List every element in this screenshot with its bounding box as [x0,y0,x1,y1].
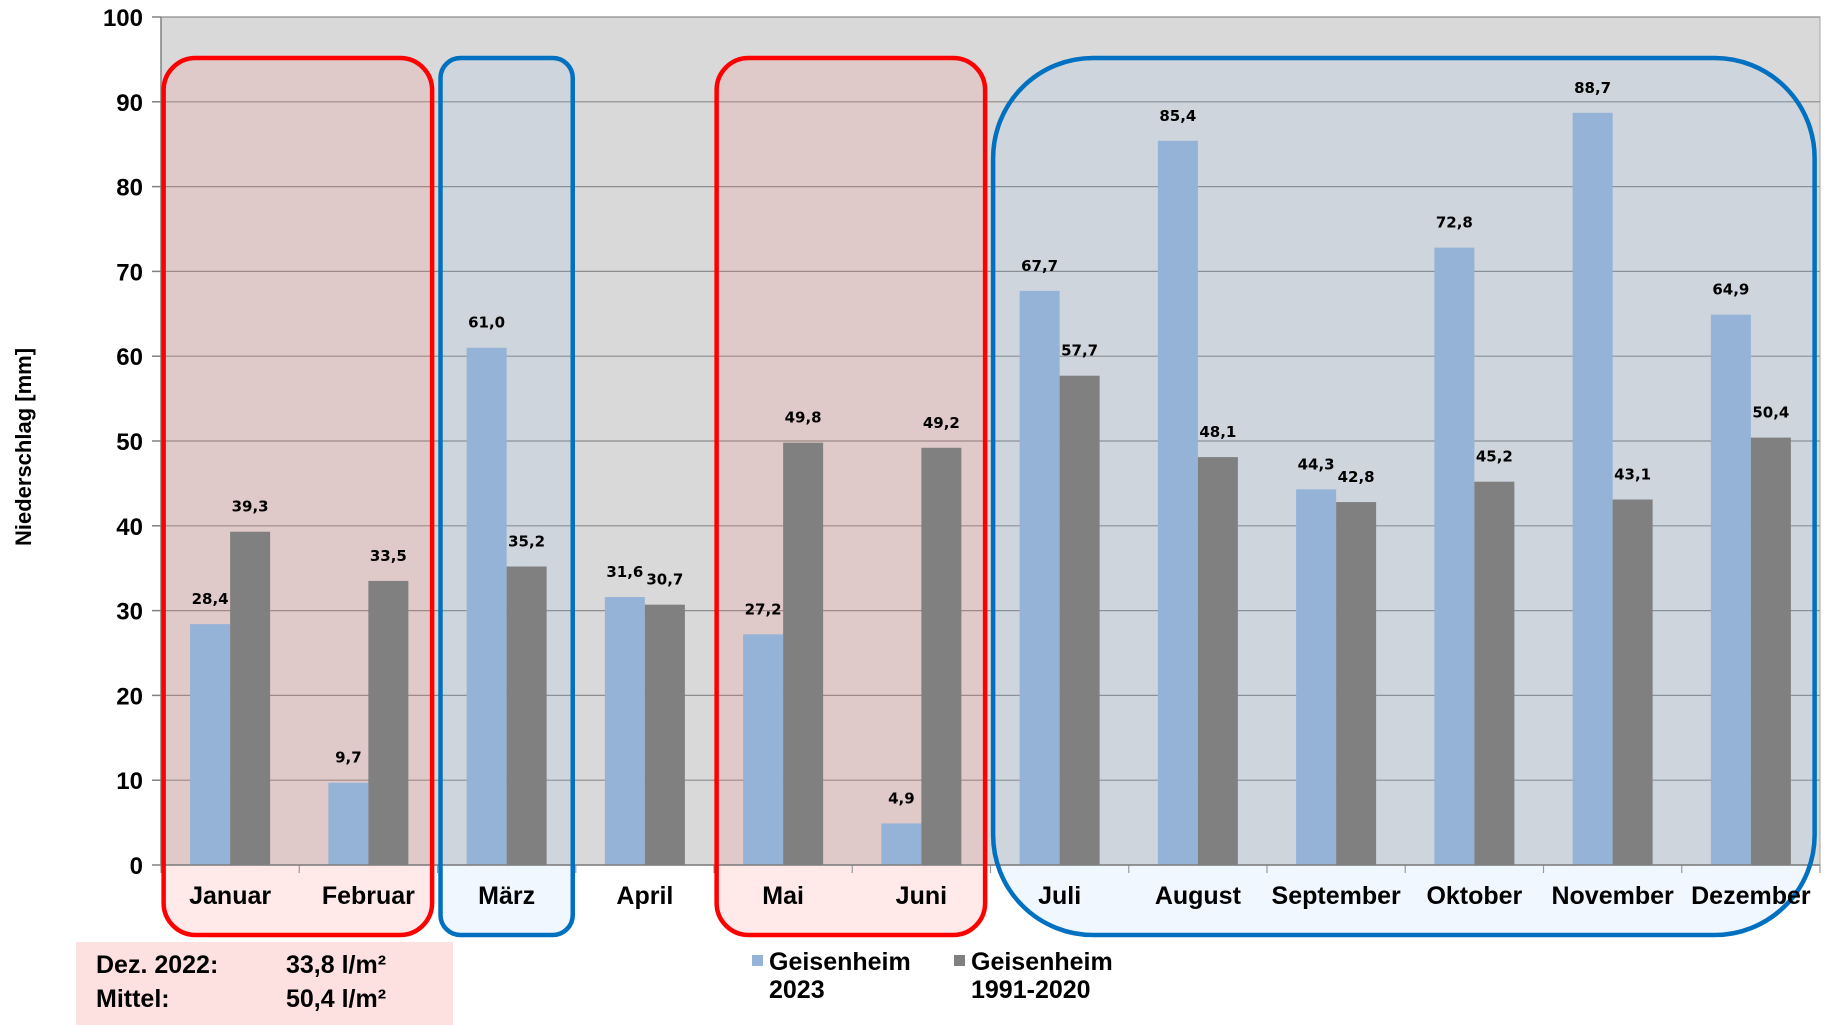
bar-april-series-2 [644,604,685,865]
data-label-februar-series-2: 33,5 [370,547,407,565]
y-tick-label-30: 30 [116,599,143,626]
y-tick-label-80: 80 [116,175,143,202]
x-category-januar: Januar [189,882,271,910]
x-category-juni: Juni [896,882,947,910]
legend-label-series-2-line-1: Geisenheim [971,948,1113,976]
bar-januar-series-1 [190,624,231,865]
y-tick-label-40: 40 [116,514,143,541]
x-category-november: November [1551,882,1674,910]
y-tick-label-70: 70 [116,259,143,286]
x-category-maerz: März [478,882,535,910]
bar-april-series-1 [604,597,645,865]
data-label-september-series-1: 44,3 [1298,455,1335,473]
highlight-box-wet-2 [438,55,575,938]
bar-februar-series-2 [368,580,409,865]
y-tick-label-90: 90 [116,90,143,117]
highlight-box-dry-3 [714,55,988,938]
data-label-mai-series-1: 27,2 [745,600,782,618]
bar-dezember-series-1 [1710,314,1751,865]
x-category-mai: Mai [762,882,804,910]
bar-mai-series-2 [783,442,824,865]
y-tick-label-100: 100 [103,5,143,32]
data-label-dezember-series-1: 64,9 [1712,281,1749,299]
legend-label-series-1-line-1: Geisenheim [769,948,911,976]
info-key-mittel: Mittel: [96,985,170,1013]
data-label-april-series-2: 30,7 [646,571,683,589]
y-axis-title: Niederschlag [mm] [11,348,36,546]
data-label-maerz-series-2: 35,2 [508,533,545,551]
data-label-november-series-1: 88,7 [1574,79,1611,97]
data-label-juni-series-1: 4,9 [888,789,915,807]
x-category-april: April [616,882,673,910]
x-category-august: August [1155,882,1242,910]
data-label-oktober-series-1: 72,8 [1436,214,1473,232]
data-label-januar-series-2: 39,3 [232,498,269,516]
x-category-februar: Februar [322,882,415,910]
bar-mai-series-1 [743,634,784,865]
data-label-februar-series-1: 9,7 [335,749,362,767]
bar-januar-series-2 [230,531,271,865]
y-tick-label-0: 0 [130,853,143,880]
bar-november-series-2 [1612,499,1653,865]
info-value-dec-2022: 33,8 l/m² [286,951,387,979]
y-tick-label-10: 10 [116,768,143,795]
legend-swatch-series-1 [752,955,763,966]
data-label-juni-series-2: 49,2 [923,414,960,432]
legend-swatch-series-2 [954,955,965,966]
bar-februar-series-1 [328,782,369,865]
highlight-box-wet-4 [990,55,1817,938]
data-label-dezember-series-2: 50,4 [1752,404,1789,422]
bar-august-series-1 [1157,140,1198,866]
y-tick-label-60: 60 [116,344,143,371]
highlight-box-dry-1 [161,55,435,938]
y-tick-label-50: 50 [116,429,143,456]
legend-label-series-1-line-2: 2023 [769,976,825,1004]
data-label-januar-series-1: 28,4 [192,590,229,608]
bar-oktober-series-1 [1434,247,1475,865]
bar-juli-series-1 [1019,290,1060,865]
y-tick-label-20: 20 [116,683,143,710]
data-label-maerz-series-1: 61,0 [468,314,505,332]
data-label-september-series-2: 42,8 [1338,468,1375,486]
bar-august-series-2 [1197,457,1238,865]
data-label-juli-series-1: 67,7 [1021,257,1058,275]
data-label-oktober-series-2: 45,2 [1476,448,1513,466]
info-box: Dez. 2022: 33,8 l/m² Mittel: 50,4 l/m² [76,942,453,1025]
data-label-november-series-2: 43,1 [1614,466,1651,484]
x-category-september: September [1272,882,1401,910]
bar-september-series-1 [1296,489,1337,865]
x-category-juli: Juli [1038,882,1081,910]
info-value-mittel: 50,4 l/m² [286,985,387,1013]
data-label-august-series-2: 48,1 [1199,423,1236,441]
x-category-dezember: Dezember [1691,882,1811,910]
bar-maerz-series-1 [466,347,507,866]
bar-juni-series-2 [921,447,962,865]
bar-maerz-series-2 [506,566,547,865]
bar-november-series-1 [1572,112,1613,866]
bar-dezember-series-2 [1750,437,1791,865]
data-label-mai-series-2: 49,8 [785,409,822,427]
data-label-april-series-1: 31,6 [606,563,643,581]
bar-oktober-series-2 [1474,481,1515,865]
bar-juli-series-2 [1059,375,1100,865]
data-label-juli-series-2: 57,7 [1061,342,1098,360]
x-category-oktober: Oktober [1426,882,1522,910]
data-label-august-series-1: 85,4 [1159,107,1196,125]
legend-label-series-2-line-2: 1991-2020 [971,976,1091,1004]
info-key-dec-2022: Dez. 2022: [96,951,219,979]
bar-juni-series-1 [881,823,922,865]
highlight-fill-4 [993,58,1815,935]
bar-september-series-2 [1336,502,1377,865]
